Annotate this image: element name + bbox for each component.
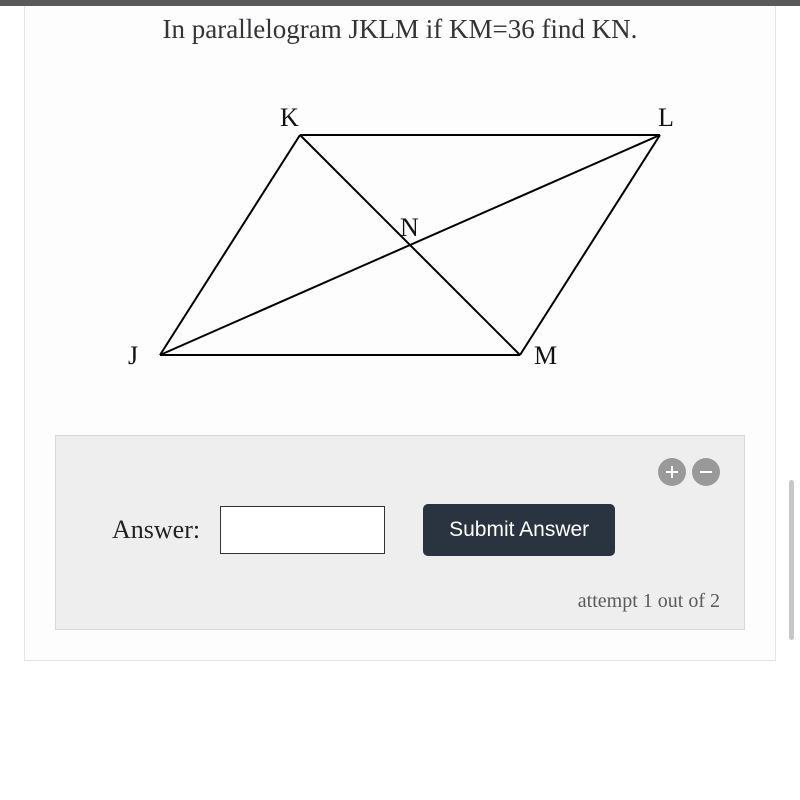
submit-button[interactable]: Submit Answer (423, 504, 615, 556)
plus-icon[interactable] (658, 458, 686, 486)
vertex-label-l: L (658, 103, 674, 133)
vertex-label-j: J (128, 341, 138, 371)
answer-row: Answer: Submit Answer (80, 504, 720, 556)
minus-icon[interactable] (692, 458, 720, 486)
vertex-label-k: K (280, 103, 299, 133)
attempt-counter: attempt 1 out of 2 (80, 590, 720, 613)
answer-input[interactable] (220, 506, 385, 554)
answer-panel: Answer: Submit Answer attempt 1 out of 2 (55, 435, 745, 630)
diagram-svg (120, 95, 680, 395)
answer-label: Answer: (112, 515, 200, 545)
diagram-wrap: J K L M N (55, 95, 745, 395)
question-text: In parallelogram JKLM if KM=36 find KN. (55, 14, 745, 45)
scrollbar[interactable] (789, 480, 794, 640)
question-container: In parallelogram JKLM if KM=36 find KN. … (24, 6, 776, 661)
vertex-label-m: M (534, 341, 557, 371)
zoom-controls (80, 458, 720, 486)
parallelogram-diagram: J K L M N (120, 95, 680, 395)
vertex-label-n: N (400, 213, 419, 243)
